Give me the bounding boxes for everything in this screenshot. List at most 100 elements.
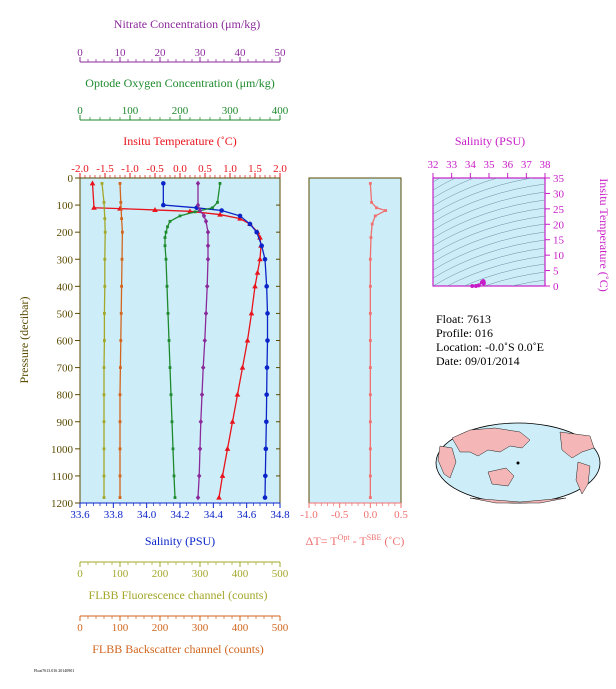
backscatter-point (118, 474, 122, 478)
oxygen-axis: 0 100 200 300 400 (77, 105, 289, 121)
temperature-point (239, 364, 246, 370)
nitrate-point (195, 180, 201, 187)
oxygen-point (173, 496, 177, 499)
salinity-point (161, 181, 166, 186)
salinity-point (247, 221, 253, 227)
salinity-point (219, 208, 224, 213)
nitrate-tick-label: 50 (275, 47, 287, 59)
nitrate-point (197, 473, 202, 479)
delta-t-panel-background (308, 177, 402, 504)
pressure-tick-label: 100 (57, 200, 74, 212)
float-id: Float: 7613 (436, 312, 491, 326)
ts-isopycnal (446, 255, 545, 286)
fluorescence-point (102, 474, 106, 478)
nitrate-point (205, 283, 210, 290)
oxygen-point (169, 393, 173, 397)
temperature-tick-label: 1.5 (248, 163, 262, 175)
delta_t-point (368, 257, 372, 261)
backscatter-point (119, 339, 123, 342)
backscatter-tick-label: 400 (232, 622, 249, 634)
oxygen-point (178, 214, 182, 218)
backscatter-point (121, 230, 124, 234)
nitrate-point (201, 364, 206, 371)
delta-t-tick-label: -0.5 (331, 509, 349, 521)
oxygen-point (164, 257, 168, 261)
delta_t-point (373, 214, 377, 218)
oxygen-axis-title: Optode Oxygen Concentration (μm/kg) (85, 76, 274, 90)
delta_t-point (368, 447, 372, 451)
ts-isopycnal (433, 183, 545, 223)
delta_t-point (368, 420, 372, 424)
nitrate-axis-title: Nitrate Concentration (μm/kg) (114, 17, 260, 31)
ts-isopycnal (511, 279, 545, 286)
temperature-point (254, 269, 261, 275)
ts-isopycnal (433, 207, 545, 247)
fluorescence-tick-label: 500 (272, 568, 289, 580)
oxygen-tick-label: 200 (172, 105, 189, 117)
salinity-tick-label: 34.8 (270, 509, 290, 521)
pressure-tick-label: 500 (57, 308, 74, 320)
fluorescence-point (103, 339, 106, 342)
oxygen-point (164, 230, 168, 234)
backscatter-line (119, 183, 124, 498)
ts-isopycnal (433, 191, 545, 231)
delta_t-point (368, 496, 372, 499)
ts-temperature-tick-label: 5 (553, 266, 559, 278)
world-map (435, 422, 601, 504)
float-location: Location: -0.0˚S 0.0˚E (436, 340, 544, 354)
ts-isopycnal (433, 247, 545, 286)
oxygen-point (168, 219, 172, 223)
temperature-tick-label: -1.0 (121, 163, 139, 175)
pressure-tick-label: 1200 (51, 498, 74, 510)
salinity-point (237, 213, 243, 219)
temperature-axis-title: Insitu Temperature (˚C) (123, 134, 237, 148)
nitrate-point (198, 418, 203, 425)
ts-salinity-tick-label: 35 (484, 159, 496, 171)
ts-isopycnal (463, 263, 545, 286)
oxygen-point (216, 200, 219, 204)
ts-salinity-tick-label: 38 (540, 159, 552, 171)
pressure-tick-label: 0 (68, 173, 74, 185)
temperature-point (89, 180, 96, 186)
delta_t-point (368, 393, 372, 397)
delta_t-point (368, 312, 372, 315)
backscatter-axis: 0 100 200 300 400 500 (77, 615, 289, 634)
profile-number: Profile: 016 (436, 326, 493, 340)
temperature-tick-label: 0.0 (173, 163, 187, 175)
temperature-point (244, 337, 251, 343)
nitrate-point (201, 213, 207, 219)
delta-t-series (368, 182, 388, 499)
temperature-tick-label: 1.0 (223, 163, 237, 175)
salinity-point (254, 229, 259, 235)
delta-t-axis-title: ΔT= TOpt - TSBE (˚C) (306, 533, 405, 548)
ts-profile-point (470, 284, 475, 288)
ts-salinity-tick-label: 36 (502, 159, 514, 171)
delta-t-tick-label: 0.5 (394, 509, 408, 521)
nitrate-point (195, 494, 201, 501)
ts-isopycnal (433, 199, 545, 239)
temperature-point (187, 208, 193, 214)
salinity-line (162, 183, 269, 498)
nitrate-point (195, 202, 201, 208)
footnote: Float7613.016 20140901 (34, 668, 74, 673)
pressure-tick-label: 200 (57, 227, 74, 239)
delta_t-point (368, 366, 372, 369)
world-map-north-america (559, 431, 595, 459)
fluorescence-axis: 0 100 200 300 400 500 (77, 561, 289, 580)
ts-isopycnal (483, 271, 545, 286)
fluorescence-tick-label: 400 (232, 568, 249, 580)
fluorescence-point (102, 420, 106, 424)
oxygen-point (170, 420, 174, 424)
ts-salinity-tick-label: 32 (428, 159, 439, 171)
salinity-point (264, 284, 269, 289)
salinity-tick-label: 34.4 (204, 509, 224, 521)
ts-temperature-tick-label: 15 (553, 235, 565, 247)
salinity-point (262, 256, 268, 262)
fluorescence-tick-label: 100 (112, 568, 129, 580)
ts-panel-background (432, 177, 546, 287)
salinity-tick-label: 33.8 (104, 509, 124, 521)
ts-isopycnal (433, 223, 545, 263)
oxygen-tick-label: 0 (77, 105, 83, 117)
delta_t-point (375, 206, 378, 210)
